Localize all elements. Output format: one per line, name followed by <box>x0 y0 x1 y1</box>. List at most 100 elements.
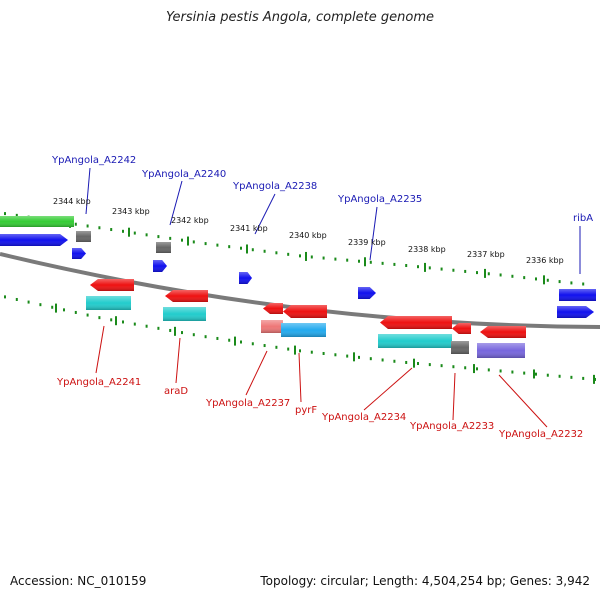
gene-block-blue <box>557 306 594 318</box>
scale-tick-minor <box>51 305 54 309</box>
scale-tick-minor <box>346 258 349 262</box>
scale-tick-minor <box>287 252 290 256</box>
scale-ticks-lower <box>4 295 596 384</box>
scale-tick-major <box>305 251 307 261</box>
scale-tick-minor <box>39 303 42 307</box>
leader-line <box>254 193 276 235</box>
scale-tick-minor <box>452 365 455 369</box>
scale-tick-minor <box>15 297 18 301</box>
scale-tick-minor <box>157 326 160 330</box>
scale-tick-minor <box>204 242 207 246</box>
leader-line <box>369 206 378 261</box>
scale-tick-minor <box>334 257 337 261</box>
gene-block-purple <box>477 343 525 358</box>
scale-tick-minor <box>169 328 172 332</box>
scale-tick-minor <box>381 358 384 362</box>
scale-tick-minor <box>15 213 18 217</box>
scale-tick-minor <box>322 351 325 355</box>
gene-block-purple-shade <box>477 343 525 358</box>
scale-tick-minor <box>74 222 77 226</box>
leader-line <box>95 325 105 374</box>
scale-tick-minor <box>228 245 231 249</box>
gene-label-ypangola-a2241[interactable]: YpAngola_A2241 <box>56 377 141 388</box>
scale-tick-minor <box>157 235 160 239</box>
scale-tick-minor <box>393 262 396 266</box>
scale-tick-minor <box>428 363 431 367</box>
scale-tick-minor <box>358 259 360 263</box>
scale-tick-minor <box>464 269 467 273</box>
label-leader-lines <box>85 167 581 428</box>
gene-label-ypangola-a2242[interactable]: YpAngola_A2242 <box>51 155 136 166</box>
gene-label-ypangola-a2237[interactable]: YpAngola_A2237 <box>205 398 290 409</box>
scale-tick-minor <box>346 354 349 358</box>
gene-block-blue-shade <box>239 272 252 284</box>
gene-block-cyan-shade <box>378 334 452 348</box>
leader-line <box>498 374 548 428</box>
scale-label: 2338 kbp <box>408 245 446 254</box>
gene-label-riba[interactable]: ribA <box>573 213 593 224</box>
scale-tick-minor <box>169 236 172 240</box>
scale-tick-major <box>543 275 545 285</box>
scale-tick-minor <box>133 231 136 235</box>
gene-block-red-shade <box>452 323 471 334</box>
scale-tick-minor <box>145 324 148 328</box>
gene-block-gray <box>76 231 91 242</box>
scale-tick-minor <box>216 243 219 247</box>
gene-label-ypangola-a2233[interactable]: YpAngola_A2233 <box>409 421 494 432</box>
scale-tick-minor <box>499 273 502 277</box>
gene-label-pyrf[interactable]: pyrF <box>295 405 317 416</box>
gene-block-blue <box>72 248 86 259</box>
scale-tick-minor <box>570 281 573 285</box>
scale-tick-major <box>246 244 248 254</box>
scale-label: 2344 kbp <box>53 197 91 206</box>
scale-tick-minor <box>192 240 195 244</box>
gene-label-ypangola-a2240[interactable]: YpAngola_A2240 <box>141 169 226 180</box>
gene-block-red <box>165 290 208 302</box>
scale-tick-minor <box>487 368 490 372</box>
scale-tick-major <box>364 257 366 267</box>
gene-block-red <box>452 323 471 334</box>
scale-tick-minor <box>476 271 478 275</box>
scale-tick-minor <box>546 278 549 282</box>
scale-tick-minor <box>86 224 89 228</box>
gene-label-ypangola-a2235[interactable]: YpAngola_A2235 <box>337 194 422 205</box>
gene-block-blue <box>358 287 376 299</box>
scale-label: 2341 kbp <box>230 224 268 233</box>
gene-block-red <box>283 305 327 318</box>
scale-tick-major <box>424 262 426 272</box>
gene-block-blue-shade <box>557 306 594 318</box>
scale-tick-minor <box>251 248 254 252</box>
scale-tick-minor <box>240 340 242 344</box>
scale-tick-minor <box>74 310 77 314</box>
scale-tick-major <box>115 316 117 326</box>
scale-tick-minor <box>334 353 337 357</box>
scale-tick-minor <box>369 260 372 264</box>
scale-tick-minor <box>523 276 526 280</box>
scale-label: 2342 kbp <box>171 216 209 225</box>
scale-label: 2340 kbp <box>289 231 327 240</box>
scale-tick-minor <box>476 367 478 371</box>
gene-label-arad[interactable]: araD <box>164 386 188 397</box>
scale-tick-minor <box>452 268 455 272</box>
scale-tick-minor <box>181 238 183 242</box>
scale-tick-minor <box>110 318 113 322</box>
scale-label: 2339 kbp <box>348 238 386 247</box>
gene-block-cyan-shade <box>86 296 131 310</box>
gene-label-ypangola-a2232[interactable]: YpAngola_A2232 <box>498 429 583 440</box>
scale-tick-minor <box>133 322 136 326</box>
leader-line <box>175 337 181 384</box>
scale-tick-minor <box>122 229 124 233</box>
gene-block-blue-shade <box>72 248 86 259</box>
gene-label-ypangola-a2238[interactable]: YpAngola_A2238 <box>232 181 317 192</box>
scale-tick-minor <box>287 347 290 351</box>
scale-labels: 2344 kbp 2343 kbp 2342 kbp 2341 kbp 2340… <box>53 197 564 265</box>
scale-tick-minor <box>535 372 537 376</box>
scale-tick-minor <box>582 376 585 380</box>
scale-tick-minor <box>381 261 384 265</box>
scale-tick-minor <box>546 373 549 377</box>
gene-block-skyblue-shade <box>281 323 326 337</box>
gene-block-green-shade <box>0 216 74 227</box>
gene-label-ypangola-a2234[interactable]: YpAngola_A2234 <box>321 412 406 423</box>
gene-block-skyblue <box>281 323 326 337</box>
